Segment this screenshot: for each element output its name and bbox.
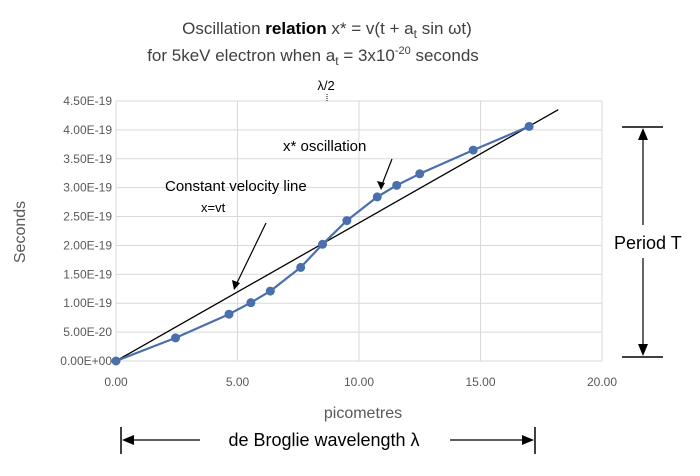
chart-title-line-2: for 5keV electron when at = 3x10-20 seco…: [147, 45, 479, 68]
wavelength-arrowhead-left: [122, 435, 134, 445]
y-tick-label: 3.00E-19: [63, 181, 112, 195]
data-point: [265, 286, 275, 296]
x-tick-label: 15.00: [465, 375, 495, 389]
y-tick-label: 5.00E-20: [63, 325, 112, 339]
x-tick-label: 0.00: [104, 375, 128, 389]
data-point: [524, 121, 534, 131]
x-axis-title: picometres: [324, 405, 402, 422]
x-star-arrowhead: [377, 181, 385, 190]
data-point: [246, 298, 256, 308]
data-point: [342, 216, 352, 226]
x-axis-ticks: 0.00 5.00 10.00 15.00 20.00: [104, 375, 617, 389]
data-point: [415, 169, 425, 179]
y-tick-label: 4.50E-19: [63, 94, 112, 108]
x-tick-label: 5.00: [226, 375, 250, 389]
x-star-oscillation-label: x* oscillation: [283, 138, 366, 155]
y-tick-label: 2.00E-19: [63, 238, 112, 252]
y-tick-label: 2.50E-19: [63, 210, 112, 224]
data-point: [468, 145, 478, 155]
y-tick-label: 4.00E-19: [63, 123, 112, 137]
y-tick-label: 0.00E+00: [60, 354, 112, 368]
x-equals-vt-label: x=vt: [201, 200, 226, 215]
data-point: [318, 239, 328, 249]
constant-velocity-label: Constant velocity line: [165, 178, 307, 195]
data-point: [111, 356, 121, 366]
x-star-arrow: [380, 158, 393, 188]
period-label: Period T: [614, 233, 682, 253]
half-wavelength-label: λ/2: [317, 78, 334, 93]
x-tick-label: 20.00: [587, 375, 617, 389]
constant-velocity-line: [115, 109, 559, 362]
grid: [115, 100, 603, 362]
data-point: [392, 180, 402, 190]
data-point: [171, 333, 181, 343]
y-tick-label: 1.50E-19: [63, 267, 112, 281]
data-point: [296, 262, 306, 272]
data-point: [224, 309, 234, 319]
y-tick-label: 3.50E-19: [63, 152, 112, 166]
data-point: [372, 192, 382, 202]
constant-velocity-arrow: [234, 222, 267, 288]
y-axis-title: Seconds: [12, 201, 29, 263]
y-tick-label: 1.00E-19: [63, 296, 112, 310]
series: [111, 109, 559, 366]
wavelength-label: de Broglie wavelength λ: [228, 430, 419, 450]
period-arrowhead-down: [638, 344, 648, 356]
x-tick-label: 10.00: [344, 375, 374, 389]
y-axis-ticks: 0.00E+00 5.00E-20 1.00E-19 1.50E-19 2.00E-19…: [60, 94, 112, 368]
chart-title-line-1: Oscillation relation x* = v(t + at sin ω…: [182, 19, 472, 41]
wavelength-arrowhead-right: [522, 435, 534, 445]
period-arrowhead-up: [638, 128, 648, 140]
constant-velocity-arrowhead: [232, 280, 240, 290]
